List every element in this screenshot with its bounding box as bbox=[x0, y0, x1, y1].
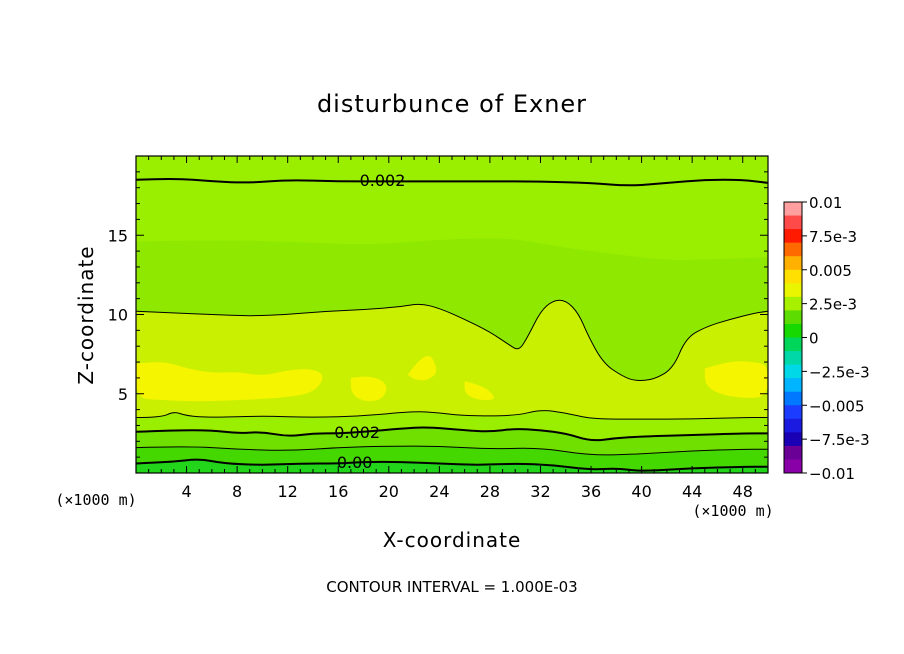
colorbar-swatch bbox=[784, 242, 802, 257]
colorbar-swatch bbox=[784, 323, 802, 338]
y-tick-labels: 5 10 15 bbox=[108, 226, 128, 404]
x-tick-label: 48 bbox=[733, 482, 753, 501]
axis-ticks bbox=[136, 156, 768, 473]
colorbar-label: −0.005 bbox=[809, 397, 865, 415]
high-patch-4 bbox=[704, 361, 768, 398]
colorbar-swatch bbox=[784, 229, 802, 244]
contour-line-1 bbox=[135, 299, 769, 381]
y-axis-label: Z-coordinate bbox=[74, 245, 98, 384]
y-tick-label: 5 bbox=[118, 385, 128, 404]
x-tick-label: 36 bbox=[581, 482, 601, 501]
x-axis-label: X-coordinate bbox=[383, 528, 522, 552]
high-patch-2 bbox=[407, 356, 437, 381]
colorbar-label: −2.5e-3 bbox=[809, 363, 870, 381]
colorbar-label: 0.01 bbox=[809, 194, 842, 212]
colorbar-swatch bbox=[784, 432, 802, 447]
colorbar-swatch bbox=[784, 364, 802, 379]
colorbar-swatch bbox=[784, 337, 802, 352]
colorbar-swatch bbox=[784, 310, 802, 325]
colorbar-label: 0 bbox=[809, 330, 819, 348]
contour-lines bbox=[135, 178, 769, 472]
x-tick-label: 32 bbox=[530, 482, 550, 501]
x-unit-right: (×1000 m) bbox=[692, 502, 773, 520]
colorbar-swatch bbox=[784, 405, 802, 420]
x-tick-label: 4 bbox=[181, 482, 191, 501]
contour-labels: 0.002 0.002 0.00 bbox=[334, 171, 406, 472]
chart-title: disturbunce of Exner bbox=[317, 90, 587, 118]
colorbar-swatch bbox=[784, 202, 802, 217]
contour-label-2: 0.00 bbox=[337, 453, 373, 472]
x-tick-labels: 4 8 12 16 20 24 28 32 36 40 44 48 bbox=[181, 482, 752, 501]
colorbar-label: −0.01 bbox=[809, 465, 855, 483]
colorbar-swatch bbox=[784, 269, 802, 284]
high-patch-1 bbox=[350, 376, 387, 402]
colorbar-swatch bbox=[784, 256, 802, 271]
x-unit-left: (×1000 m) bbox=[55, 491, 136, 509]
colorbar-swatch bbox=[784, 283, 802, 298]
x-tick-label: 28 bbox=[480, 482, 500, 501]
colorbar-swatch bbox=[784, 351, 802, 366]
contour-label-1: 0.002 bbox=[334, 423, 380, 442]
x-tick-label: 12 bbox=[278, 482, 298, 501]
y-tick-label: 15 bbox=[108, 226, 128, 245]
colorbar-labels: 0.01 7.5e-3 0.005 2.5e-3 0 −2.5e-3 −0.005 −7.5e… bbox=[802, 194, 870, 483]
y-tick-label: 10 bbox=[108, 306, 128, 325]
colorbar-swatch bbox=[784, 445, 802, 460]
x-tick-label: 16 bbox=[328, 482, 348, 501]
colorbar-swatch bbox=[784, 459, 802, 474]
x-tick-label: 40 bbox=[631, 482, 651, 501]
contour-line-4 bbox=[135, 445, 768, 456]
contour-line-2 bbox=[135, 410, 768, 420]
contour-label-0: 0.002 bbox=[360, 171, 406, 190]
colorbar-swatch bbox=[784, 296, 802, 311]
x-tick-label: 8 bbox=[232, 482, 242, 501]
colorbar-swatch bbox=[784, 418, 802, 433]
x-tick-label: 20 bbox=[379, 482, 399, 501]
colorbar-label: 7.5e-3 bbox=[809, 228, 857, 246]
contour-interval-note: CONTOUR INTERVAL = 1.000E-03 bbox=[326, 578, 577, 596]
contour-line-0 bbox=[135, 178, 769, 187]
x-tick-label: 44 bbox=[682, 482, 702, 501]
x-tick-label: 24 bbox=[429, 482, 449, 501]
contour-line-3 bbox=[135, 426, 768, 442]
colorbar-swatch bbox=[784, 378, 802, 393]
high-patch-3 bbox=[464, 381, 494, 401]
colorbar-label: 2.5e-3 bbox=[809, 296, 857, 314]
colorbar bbox=[783, 201, 803, 474]
colorbar-label: −7.5e-3 bbox=[809, 431, 870, 449]
colorbar-swatch bbox=[784, 391, 802, 406]
colorbar-label: 0.005 bbox=[809, 262, 852, 280]
contour-line-5 bbox=[135, 458, 768, 472]
colorbar-swatch bbox=[784, 215, 802, 230]
high-patch-0 bbox=[136, 362, 323, 402]
plot-area bbox=[136, 156, 768, 473]
